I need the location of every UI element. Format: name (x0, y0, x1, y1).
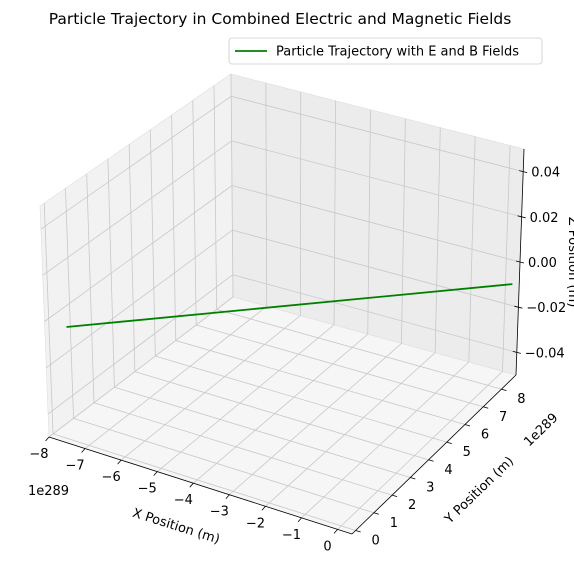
y-tick-label: 4 (444, 463, 452, 478)
x-tick-label: −5 (138, 482, 157, 497)
z-axis-ticks: 0.04 0.02 0.00 −0.02 −0.04 (512, 166, 566, 361)
y-tick-mark (501, 388, 507, 392)
x-tick-mark (45, 436, 50, 442)
z-tick-label: 0.00 (528, 256, 557, 271)
grid-line-y-floor (175, 340, 466, 425)
z-tick-label: 0.02 (530, 211, 559, 226)
y-tick-mark (446, 441, 452, 445)
grid-line-x-floor (48, 296, 234, 438)
z-tick-label: −0.04 (525, 346, 565, 361)
grid-lines (40, 73, 524, 531)
y-offset-label: 1e289 (521, 411, 561, 450)
legend-box (228, 37, 543, 65)
grid-line-z-right (231, 95, 524, 172)
y-tick-label: 8 (517, 392, 525, 407)
z-tick-mark (519, 170, 528, 173)
grid-line-x-floor (156, 324, 335, 472)
grid-line-x-floor (265, 352, 436, 507)
grid-line-z-left (46, 229, 233, 369)
x-axis-label: X Position (m) (131, 506, 222, 548)
grid-line-x-floor (301, 361, 470, 519)
x-axis-ticks: −8 −7 −6 −5 −4 −3 −2 −1 0 (29, 436, 338, 554)
x-tick-label: −1 (282, 528, 301, 543)
z-axis-label: Z Position (m) (565, 217, 574, 308)
x-tick-label: 0 (323, 539, 331, 554)
y-axis-line (351, 374, 517, 535)
grid-line-y-floor (196, 324, 484, 408)
x-tick-mark (153, 471, 158, 476)
grid-line-y-floor (134, 371, 429, 461)
x-tick-label: −4 (174, 493, 193, 508)
series-line-0 (66, 283, 513, 328)
x-tick-mark (81, 448, 86, 453)
y-tick-mark (410, 477, 416, 480)
chart-title: Particle Trajectory in Combined Electric… (49, 10, 512, 28)
y-tick-label: 2 (408, 498, 416, 513)
grid-line-x-floor (84, 305, 267, 449)
x-tick-mark (189, 482, 194, 488)
y-tick-label: 1 (390, 516, 398, 531)
y-axis-label: Y Position (m) (441, 454, 517, 528)
grid-line-z-right (231, 185, 521, 263)
x-tick-mark (117, 459, 122, 465)
x-tick-mark (333, 529, 338, 534)
y-tick-mark (428, 459, 434, 462)
y-tick-mark (391, 494, 398, 498)
grid-line-x-floor (120, 315, 301, 461)
series-layer (66, 283, 513, 328)
grid-line-x-floor (337, 370, 503, 530)
y-tick-label: 6 (481, 427, 489, 442)
grid-line-z-left (40, 95, 232, 230)
grid-line-z-left (42, 140, 232, 276)
grid-line-y-floor (93, 402, 393, 496)
grid-line-x-floor (229, 343, 402, 496)
x-tick-label: −3 (210, 505, 229, 520)
y-tick-label: 3 (426, 480, 434, 495)
grid-line-z-left (44, 185, 233, 322)
y-tick-mark (464, 424, 471, 427)
grid-line-x-floor (193, 333, 369, 484)
grid-line-y-floor (73, 417, 374, 514)
x-tick-mark (297, 517, 302, 523)
x-tick-mark (225, 494, 230, 500)
y-tick-label: 7 (499, 410, 507, 425)
x-tick-mark (261, 506, 266, 511)
y-tick-label: 0 (372, 533, 380, 548)
z-tick-label: −0.02 (526, 301, 566, 316)
z-tick-mark (517, 215, 526, 219)
z-tick-mark (515, 260, 525, 264)
y-tick-label: 5 (463, 445, 471, 460)
legend: Particle Trajectory with E and B Fields (228, 37, 543, 65)
x-tick-label: −7 (65, 459, 84, 474)
grid-line-y-floor (216, 309, 502, 390)
legend-label: Particle Trajectory with E and B Fields (276, 45, 519, 60)
z-tick-mark (512, 351, 521, 354)
grid-line-z-right (232, 229, 519, 308)
x-tick-label: −6 (102, 470, 121, 485)
z-tick-label: 0.04 (531, 166, 560, 181)
grid-line-z-right (231, 140, 522, 218)
grid-line-y-floor (52, 433, 356, 531)
y-tick-mark (355, 530, 361, 533)
x-tick-label: −2 (246, 516, 265, 531)
grid-line-z-right (232, 274, 517, 353)
grid-line-z-left (47, 274, 234, 415)
y-tick-mark (373, 512, 379, 515)
x-offset-label: 1e289 (28, 484, 69, 499)
y-tick-mark (483, 406, 489, 409)
z-tick-mark (514, 305, 523, 309)
grid-line-y-floor (114, 386, 411, 478)
grid-line-y-floor (155, 355, 447, 443)
x-tick-label: −8 (29, 447, 48, 462)
